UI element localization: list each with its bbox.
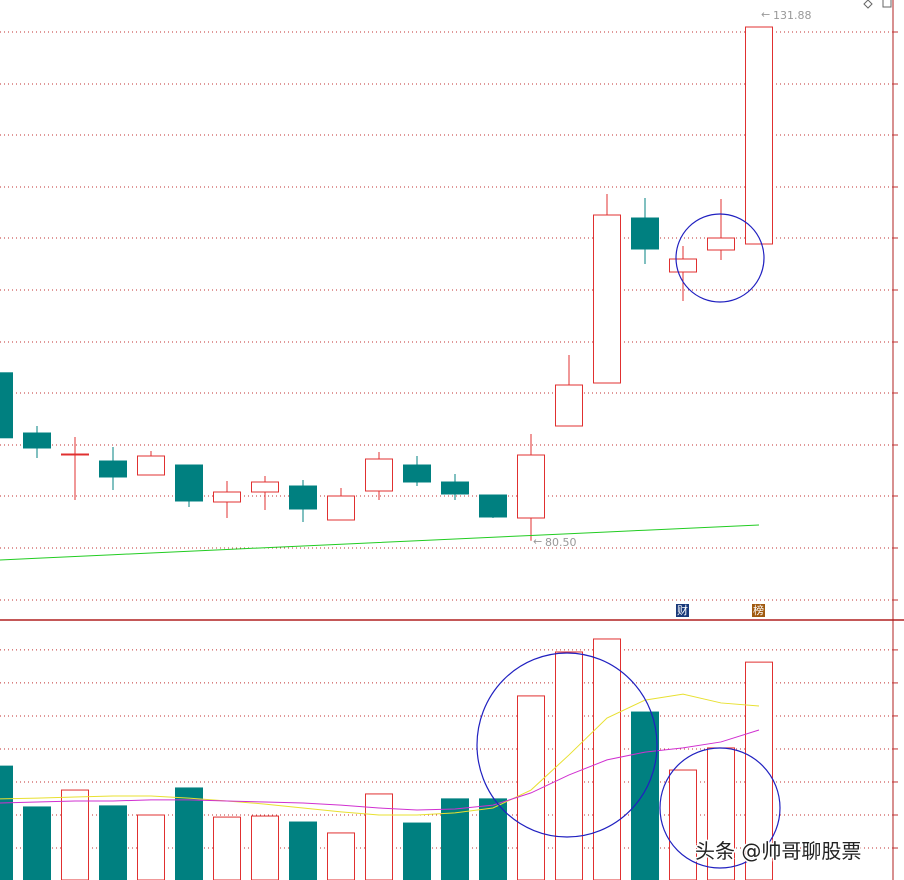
volume-bar bbox=[23, 806, 51, 880]
volume-bar bbox=[555, 651, 583, 880]
volume-bar bbox=[441, 798, 469, 880]
volume-bar bbox=[517, 695, 545, 880]
badge-bg[interactable] bbox=[676, 604, 689, 617]
highlight-circle bbox=[476, 652, 658, 838]
volume-bar bbox=[251, 815, 279, 880]
candle-body bbox=[479, 494, 507, 518]
candle-body bbox=[517, 454, 545, 519]
toolbar-icon[interactable] bbox=[882, 0, 892, 8]
candle-body bbox=[137, 455, 165, 476]
volume-bar bbox=[707, 747, 735, 880]
ma-line bbox=[0, 693, 760, 816]
badge[interactable]: 榜 bbox=[753, 603, 764, 617]
candle-body bbox=[631, 217, 659, 250]
extreme-label: 80.50 bbox=[545, 536, 577, 549]
candle-body bbox=[213, 491, 241, 503]
candle-body bbox=[707, 237, 735, 251]
volume-bar bbox=[403, 822, 431, 880]
candle-body bbox=[175, 464, 203, 502]
extreme-arrow: ← bbox=[533, 535, 542, 548]
watermark: 头条 @帅哥聊股票 bbox=[695, 839, 861, 863]
volume-bar bbox=[327, 832, 355, 880]
candle-body bbox=[251, 481, 279, 493]
plot: ← 131.88← 80.50 bbox=[0, 8, 898, 880]
candle-body bbox=[669, 258, 697, 273]
candle-body bbox=[403, 464, 431, 483]
volume-bar bbox=[289, 821, 317, 880]
candle-body bbox=[441, 481, 469, 495]
candle-body bbox=[745, 26, 773, 245]
volume-bar bbox=[479, 798, 507, 880]
volume-bar bbox=[0, 765, 13, 880]
extreme-arrow: ← bbox=[761, 8, 770, 21]
candle-body bbox=[0, 372, 13, 439]
candle-body bbox=[99, 460, 127, 478]
volume-bar bbox=[175, 787, 203, 880]
toolbar-icon[interactable] bbox=[863, 0, 873, 9]
candle-body bbox=[365, 458, 393, 492]
highlight-circle bbox=[675, 213, 765, 303]
volume-bar bbox=[213, 816, 241, 880]
highlight-circle bbox=[659, 747, 781, 869]
candle-body bbox=[555, 384, 583, 427]
candle-body bbox=[327, 495, 355, 521]
candle-body bbox=[593, 214, 621, 384]
volume-bar bbox=[669, 769, 697, 880]
candle-body bbox=[23, 432, 51, 449]
candle-body bbox=[61, 453, 89, 456]
ma-line bbox=[0, 729, 760, 811]
badge-bg[interactable] bbox=[752, 604, 765, 617]
extreme-label: 131.88 bbox=[773, 9, 812, 22]
volume-bar bbox=[631, 711, 659, 880]
volume-bar bbox=[137, 814, 165, 880]
candle-body bbox=[289, 485, 317, 510]
badge[interactable]: 财 bbox=[677, 603, 688, 617]
volume-bar bbox=[99, 805, 127, 880]
ma-line bbox=[0, 524, 760, 561]
volume-bar bbox=[61, 789, 89, 880]
